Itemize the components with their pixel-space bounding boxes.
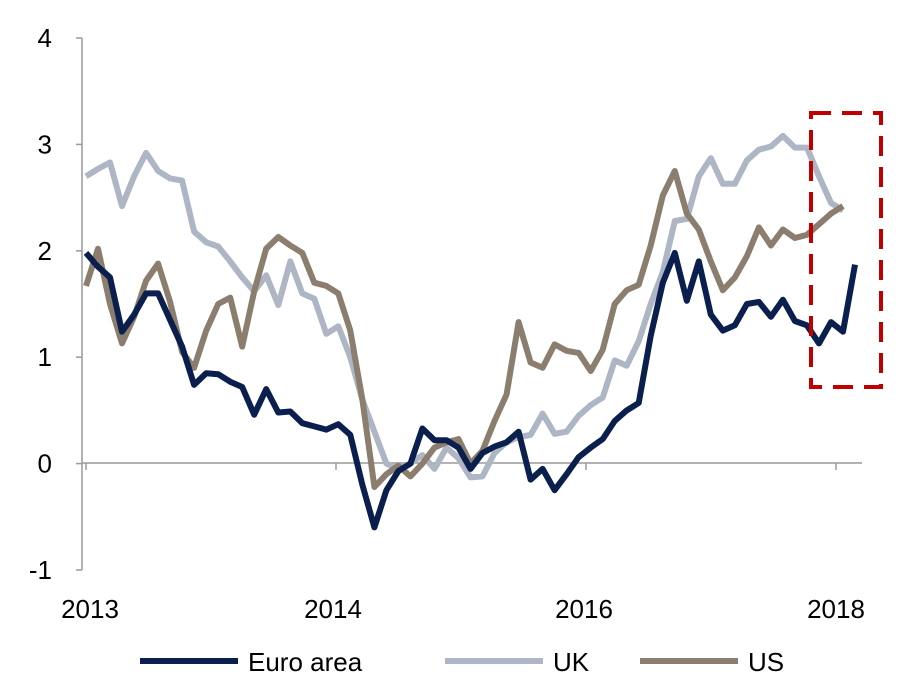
y-tick-label: 3 xyxy=(38,129,52,159)
y-tick-label: 4 xyxy=(38,23,52,53)
legend-label: UK xyxy=(553,647,590,677)
y-tick-label: 0 xyxy=(38,449,52,479)
x-tick-label: 2013 xyxy=(61,594,119,624)
y-tick-label: 2 xyxy=(38,236,52,266)
series-line-uk xyxy=(84,132,845,481)
series-lines xyxy=(83,132,858,531)
y-ticks: -1 0 1 2 3 4 xyxy=(29,23,82,585)
y-tick-label: -1 xyxy=(29,555,52,585)
y-tick-label: 1 xyxy=(38,342,52,372)
series-line-us xyxy=(83,168,845,490)
x-tick-label: 2014 xyxy=(304,594,362,624)
highlight-box xyxy=(809,111,883,389)
x-ticks: 2013 2014 2016 2018 xyxy=(61,463,865,624)
legend: Euro area UK US xyxy=(140,647,784,677)
legend-label: Euro area xyxy=(248,647,363,677)
series-line-euro-area xyxy=(83,249,858,531)
legend-label: US xyxy=(748,647,784,677)
x-tick-label: 2016 xyxy=(555,594,613,624)
x-tick-label: 2018 xyxy=(807,594,865,624)
